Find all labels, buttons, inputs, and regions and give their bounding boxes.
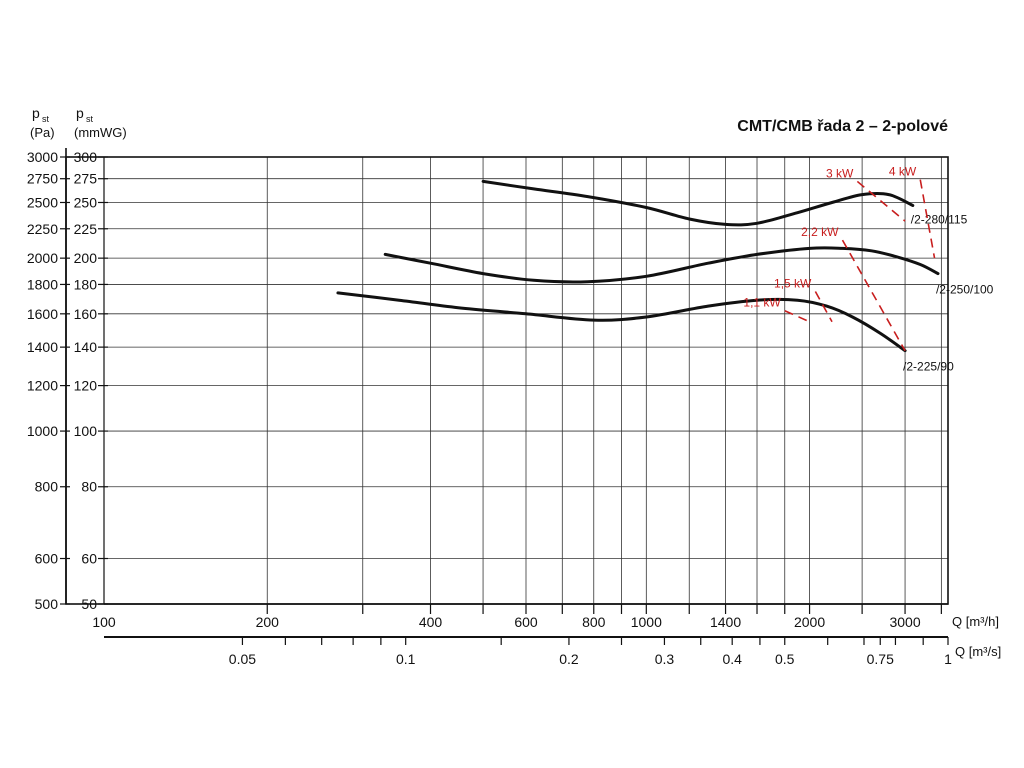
series-line [481,179,915,227]
axes [65,148,949,638]
fan-curves: /2-280/115/2-250/100/2-225/90 [336,179,994,374]
power-line [784,309,810,323]
y-axis-label-left: p st (Pa) [30,105,55,140]
power-line [841,239,906,352]
x-label-m3h: Q [m³/h] [952,614,999,629]
y-axis-label-right: p st (mmWG) [74,105,127,140]
y-ticks-mmwg: 300 275 250 225 200 180 160 140 120 100 80 60 50 [74,149,108,612]
x-tick-label-m3h: 600 [514,614,538,630]
series-label: /2-250/100 [936,283,994,297]
plot-frame [65,156,949,605]
y-tick-label-mmwg: 160 [74,306,98,322]
power-line [919,179,936,259]
y-tick-label-pa: 500 [35,596,59,612]
y-label-right-unit: (mmWG) [74,125,127,140]
y-ticks-pa: 3000 2750 2500 2250 2000 1800 1600 1400 1200 1000… [27,149,70,612]
y-tick-label-mmwg: 250 [74,194,98,210]
y-tick-label-mmwg: 80 [81,479,97,495]
y-tick-label-mmwg: 100 [74,423,98,439]
y-label-left-unit: (Pa) [30,125,55,140]
series-label: /2-225/90 [903,360,954,374]
x-tick-label-m3s: 0.1 [396,651,416,667]
x-ticks-m3h: 100 200 400 600 800 1000 1400 2000 3000 [92,604,942,630]
x-tick-label-m3s: 0.4 [722,651,742,667]
power-lines: 1,1 kW 1,5 kW 2,2 kW 3 kW 4 kW [743,165,936,352]
y-label-left-subscript: st [42,114,50,124]
y-tick-label-mmwg: 225 [74,221,98,237]
x-label-m3s: Q [m³/s] [955,644,1001,659]
x-tick-label-m3s: 0.2 [559,651,579,667]
y-label-right-symbol: p [76,105,84,121]
power-label: 1,5 kW [774,276,812,290]
x-tick-label-m3h: 100 [92,614,116,630]
y-tick-label-pa: 1600 [27,306,58,322]
series-line [383,246,940,284]
x-tick-label-m3h: 400 [419,614,443,630]
series-label: /2-280/115 [911,212,968,226]
x-tick-label-m3s: 0.5 [775,651,795,667]
y-tick-label-mmwg: 60 [81,551,97,567]
x-tick-label-m3s: 0.75 [867,651,894,667]
x-ticks-m3s: 0.05 0.1 0.2 0.3 0.4 0.5 0.75 1 [229,637,952,667]
chart-title: CMT/CMB řada 2 – 2-polové [737,118,948,135]
y-tick-label-pa: 2000 [27,250,58,266]
y-tick-label-pa: 1800 [27,276,58,292]
power-label: 4 kW [889,165,917,179]
power-label: 1,1 kW [743,296,781,310]
y-tick-label-pa: 2500 [27,194,58,210]
y-tick-label-mmwg: 300 [74,149,98,165]
y-tick-label-mmwg: 200 [74,250,98,266]
x-tick-label-m3s: 1 [944,651,952,667]
x-tick-label-m3h: 1000 [631,614,662,630]
x-tick-label-m3h: 800 [582,614,606,630]
y-label-right-subscript: st [86,114,94,124]
y-tick-label-pa: 800 [35,479,59,495]
y-tick-label-pa: 600 [35,551,59,567]
power-label: 3 kW [826,166,854,180]
y-tick-label-pa: 1400 [27,339,58,355]
x-tick-label-m3h: 1400 [710,614,741,630]
power-line [856,180,906,222]
y-tick-label-pa: 2750 [27,171,58,187]
x-tick-label-m3s: 0.3 [655,651,675,667]
y-tick-label-mmwg: 120 [74,378,98,394]
y-tick-label-mmwg: 50 [81,596,97,612]
x-tick-label-m3h: 200 [256,614,280,630]
power-label: 2,2 kW [801,225,839,239]
x-tick-label-m3h: 2000 [794,614,825,630]
power-line [814,291,833,323]
x-tick-label-m3s: 0.05 [229,651,256,667]
y-tick-label-pa: 2250 [27,221,58,237]
y-tick-label-pa: 1000 [27,423,58,439]
y-tick-label-mmwg: 275 [74,171,98,187]
y-tick-label-mmwg: 140 [74,339,98,355]
y-label-left-symbol: p [32,105,40,121]
y-tick-label-pa: 3000 [27,149,58,165]
series-line [336,291,907,353]
y-tick-label-mmwg: 180 [74,276,98,292]
x-tick-label-m3h: 3000 [889,614,920,630]
y-tick-label-pa: 1200 [27,378,58,394]
grid [104,157,948,604]
